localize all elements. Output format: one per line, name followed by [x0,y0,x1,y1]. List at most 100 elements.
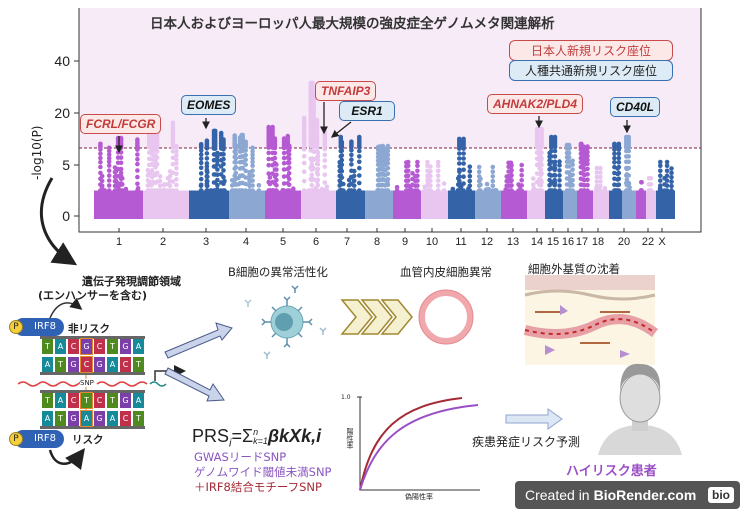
snp-point [547,172,552,177]
snp-point [357,159,362,165]
roc-ytick: 1.0 [341,394,351,401]
snp-point [639,180,644,185]
snp-point [457,169,462,174]
chromosome-block-3 [189,190,229,219]
snp-point [118,182,124,187]
chromosome-block-16 [563,190,577,219]
irf8-label: IRF8 [34,321,57,332]
snp-point [149,168,155,173]
curved-arrow-risk [48,448,86,470]
snp-point [612,182,617,187]
snp-point [167,173,173,179]
snp-point [669,166,674,171]
snp-point [315,182,321,188]
snp-point [205,174,210,179]
nucleotide: A [133,393,144,408]
snp-point [349,152,354,158]
snp-point [285,155,291,160]
snp-point [221,156,226,162]
snp-point [149,174,155,180]
snp-point [146,156,152,161]
snp-point [582,177,587,183]
irf8-nonrisk [14,318,64,336]
roc-xlabel: 偽陽性率 [405,493,433,501]
snp-point [537,171,542,177]
snp-point [309,177,315,183]
snp-point [509,162,514,168]
snp-point [658,173,663,178]
snp-point [281,150,287,156]
biorender-badge[interactable]: Created in BioRender.com bio [515,481,740,509]
snp-point [616,160,622,165]
snp-point [476,164,482,170]
snp-point [351,183,357,188]
snp-point [274,183,279,188]
snp-point [285,188,291,193]
snp-point [272,136,278,141]
snp-point [314,179,320,184]
snp-point [135,137,140,142]
snp-point [99,188,105,193]
chromosome-block-4 [229,190,265,219]
snp-point [531,176,536,181]
snp-point [204,138,210,143]
snp-point [413,188,418,193]
snp-point [266,150,272,156]
snp-point [274,172,279,178]
biorender-logo: bio [708,487,734,503]
snp-point [274,162,279,167]
snp-point [570,158,575,164]
snp-point [648,188,654,193]
dna-backbone [40,372,145,375]
snp-point [648,182,654,187]
snp-point [153,158,158,164]
snp-point [379,158,385,163]
snp-point [428,183,433,188]
snp-point [174,157,179,162]
snp-point [281,167,287,172]
snp-point [153,180,158,186]
x-tick-label-chr13: 13 [507,236,519,248]
snp-point [247,169,252,175]
snp-point [161,187,167,193]
snp-point [232,133,237,138]
snp-point [211,157,217,163]
chromosome-block-10 [421,190,448,219]
snp-point [174,149,179,154]
nucleotide: A [80,410,93,427]
snp-point [461,156,466,161]
snp-point [112,183,118,189]
nucleotide: A [55,393,66,408]
snp-point [612,160,617,165]
b-cell-illustration [244,285,327,359]
snp-point [357,165,362,171]
chromosome-block-14 [527,190,545,219]
snp-point [461,174,466,179]
snp-point [547,167,552,172]
snp-point [204,161,210,166]
chromosome-block-20 [622,190,636,219]
snp-point [233,182,239,187]
snp-point [106,178,112,183]
snp-point [310,80,315,86]
snp-point [135,161,140,167]
snp-point [322,180,328,185]
snp-point [98,151,103,156]
snp-point [243,148,248,153]
snp-point [205,188,210,193]
arrow-to-effects [164,322,233,359]
snp-point [658,188,664,193]
snp-point [311,149,317,154]
nucleotide: C [68,393,79,408]
snp-point [613,188,619,193]
snp-point [547,162,552,167]
snp-point [112,188,118,193]
snp-point [351,188,357,193]
snp-point [357,134,362,140]
snp-point [309,172,315,178]
roc-curve [357,396,480,491]
snp-point [662,182,667,187]
snp-point [531,182,536,187]
x-tick-label-chr14: 14 [531,236,543,248]
snp-point [509,188,514,193]
